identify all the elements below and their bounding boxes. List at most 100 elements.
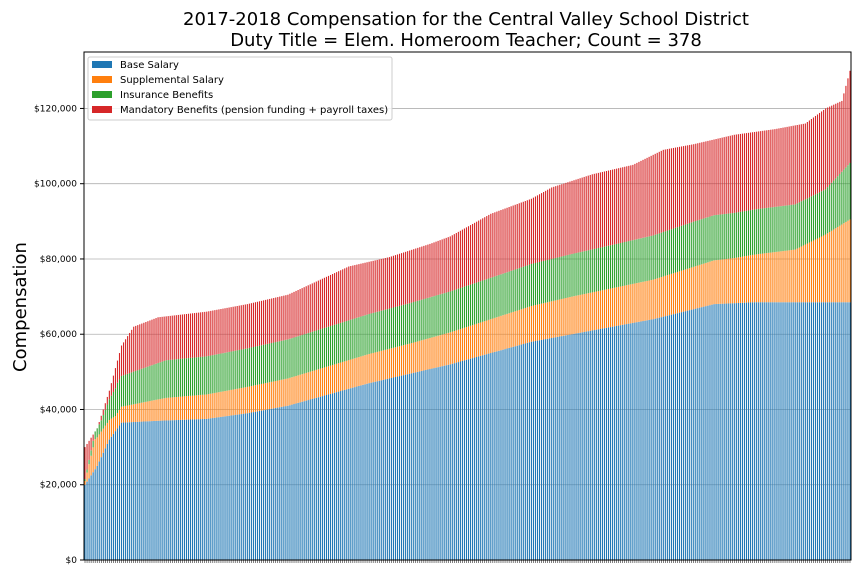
bar-supplemental	[674, 272, 677, 314]
bar-mandatory	[222, 308, 224, 354]
bar-base	[299, 402, 301, 560]
bar-mandatory	[555, 186, 557, 258]
bar-base	[782, 302, 784, 560]
bar-mandatory	[723, 137, 725, 215]
bar-mandatory	[538, 194, 541, 262]
bar-mandatory	[163, 316, 165, 361]
bar-base	[541, 339, 543, 560]
bar-base	[275, 407, 277, 560]
bar-base	[165, 420, 167, 560]
bar-insurance	[151, 365, 153, 401]
bar-insurance	[216, 354, 218, 393]
bar-supplemental	[407, 344, 409, 375]
bar-base	[295, 403, 297, 560]
bar-insurance	[256, 346, 259, 385]
bar-base	[536, 340, 539, 560]
bar-supplemental	[530, 306, 532, 342]
bar-insurance	[303, 334, 305, 374]
bar-base	[200, 419, 202, 560]
bar-insurance	[829, 184, 831, 232]
bar-supplemental	[187, 395, 190, 420]
bar-supplemental	[573, 296, 575, 334]
bar-base	[827, 302, 829, 560]
bar-base	[823, 302, 825, 560]
bar-insurance	[135, 370, 137, 404]
bar-mandatory	[248, 303, 250, 348]
bar-base	[616, 325, 618, 560]
bar-insurance	[214, 354, 216, 393]
bar-mandatory	[204, 311, 206, 357]
bar-base	[695, 308, 697, 560]
bar-base	[837, 302, 839, 560]
bar-supplemental	[739, 256, 741, 303]
bar-insurance	[640, 238, 642, 283]
bar-supplemental	[94, 439, 96, 470]
bar-base	[685, 311, 687, 560]
bar-mandatory	[220, 309, 222, 354]
bar-mandatory	[727, 136, 729, 214]
bar-supplemental	[196, 395, 198, 420]
bar-mandatory	[599, 172, 601, 248]
bar-mandatory	[332, 274, 334, 326]
bar-mandatory	[818, 112, 821, 193]
bar-mandatory	[575, 179, 577, 254]
bars-layer	[84, 70, 851, 560]
bar-mandatory	[681, 146, 683, 226]
bar-insurance	[403, 304, 405, 346]
bar-mandatory	[668, 148, 670, 230]
bar-mandatory	[177, 314, 179, 360]
bar-insurance	[650, 235, 652, 281]
bar-supplemental	[536, 304, 539, 341]
bar-mandatory	[323, 277, 326, 328]
bar-base	[583, 331, 585, 560]
bar-supplemental	[616, 287, 618, 326]
bar-supplemental	[772, 252, 774, 303]
bar-supplemental	[222, 391, 224, 417]
bar-mandatory	[843, 93, 845, 170]
bar-supplemental	[705, 262, 707, 307]
y-tick-label: $80,000	[40, 255, 77, 265]
bar-mandatory	[301, 288, 303, 335]
bar-supplemental	[338, 363, 340, 392]
bar-insurance	[806, 198, 808, 244]
bar-supplemental	[161, 398, 163, 421]
bar-insurance	[569, 254, 571, 298]
bar-mandatory	[267, 299, 269, 344]
bar-supplemental	[575, 295, 577, 334]
bar-mandatory	[717, 138, 719, 215]
bar-insurance	[372, 312, 374, 353]
bar-mandatory	[309, 284, 311, 333]
bar-insurance	[153, 364, 155, 401]
bar-base	[735, 303, 737, 560]
bar-base	[668, 315, 670, 560]
bar-mandatory	[407, 251, 409, 304]
bar-supplemental	[137, 403, 139, 422]
bar-base	[555, 337, 557, 560]
bar-supplemental	[632, 283, 634, 323]
bar-supplemental	[796, 248, 798, 303]
plot-frame	[83, 51, 852, 561]
bar-insurance	[439, 294, 441, 336]
bar-supplemental	[327, 366, 330, 395]
bar-mandatory	[240, 305, 242, 350]
bar-supplemental	[660, 277, 662, 318]
bar-mandatory	[502, 209, 504, 274]
bar-insurance	[555, 257, 557, 301]
bar-insurance	[283, 340, 285, 380]
bar-mandatory	[198, 312, 200, 358]
bar-insurance	[796, 203, 798, 249]
bar-base	[183, 419, 185, 560]
bar-supplemental	[283, 379, 285, 407]
bar-base	[232, 415, 234, 560]
bar-insurance	[747, 210, 750, 256]
bar-base	[403, 375, 405, 560]
bar-insurance	[342, 322, 344, 362]
bar-mandatory	[455, 232, 457, 290]
bar-insurance	[628, 241, 630, 285]
bar-supplemental	[421, 340, 423, 371]
bar-supplemental	[313, 370, 315, 399]
bar-supplemental	[108, 420, 110, 440]
bar-supplemental	[275, 380, 277, 408]
legend-label-insurance: Insurance Benefits	[120, 90, 213, 101]
bar-mandatory	[281, 296, 283, 341]
